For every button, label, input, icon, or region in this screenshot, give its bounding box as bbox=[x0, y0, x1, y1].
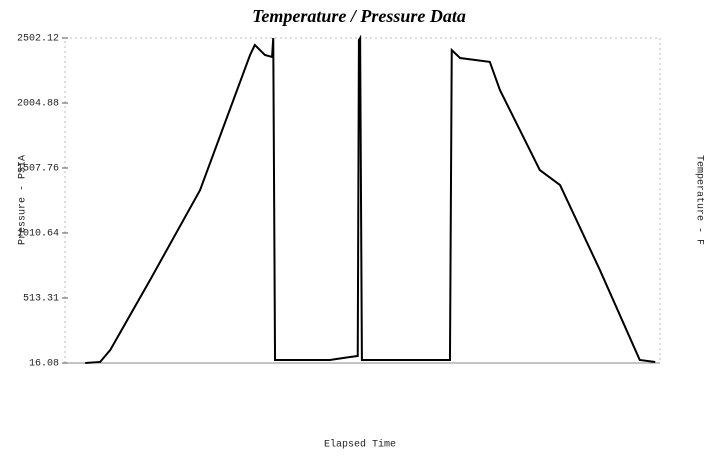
chart-title: Temperature / Pressure Data bbox=[252, 6, 466, 26]
data-line bbox=[85, 34, 656, 365]
y-tick-label: 1507.76 bbox=[17, 164, 59, 175]
y2-axis-label: Temperature - F bbox=[693, 155, 704, 245]
y-tick-label: 16.08 bbox=[29, 359, 59, 370]
y-tick-label: 1010.64 bbox=[17, 229, 59, 240]
y-tick-label: 2004.88 bbox=[17, 99, 59, 110]
y-tick-label: 513.31 bbox=[23, 294, 59, 305]
y-tick-label: 2502.12 bbox=[17, 34, 59, 45]
y-axis-label: Pressure - PSIA bbox=[18, 155, 29, 245]
x-axis-label: Elapsed Time bbox=[324, 439, 396, 451]
